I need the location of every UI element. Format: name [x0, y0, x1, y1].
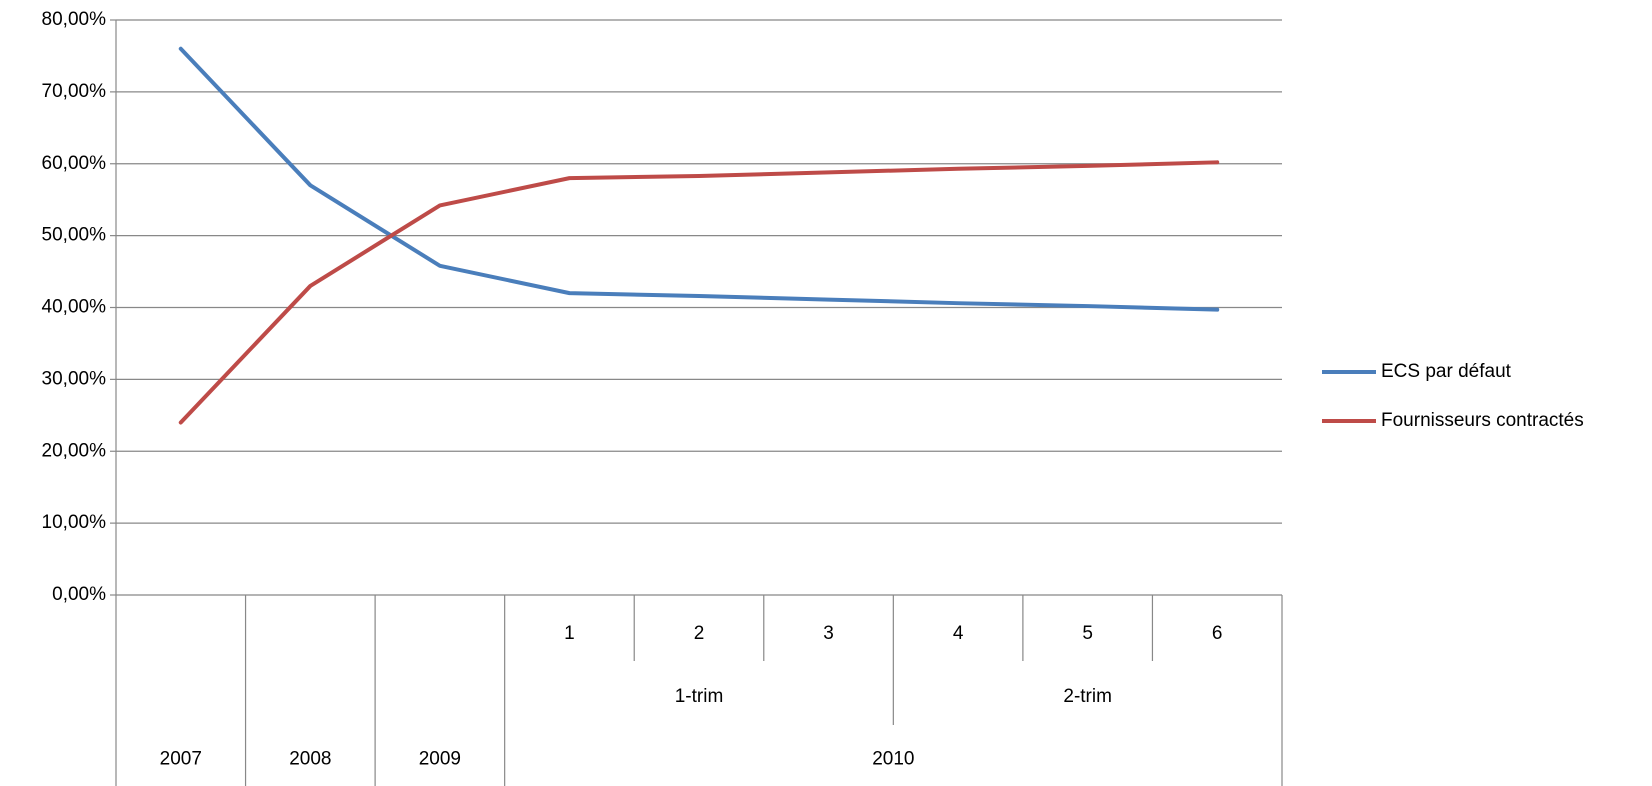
x-tick-label: 1 — [564, 623, 575, 644]
group-label: 2010 — [872, 749, 914, 770]
y-tick-label: 30,00% — [42, 368, 107, 389]
y-tick-label: 10,00% — [42, 512, 107, 533]
x-tick-label: 6 — [1212, 623, 1223, 644]
y-tick-label: 50,00% — [42, 225, 107, 246]
series-line — [178, 46, 1220, 312]
y-tick-label: 60,00% — [42, 153, 107, 174]
y-tick-label: 80,00% — [42, 9, 107, 30]
y-tick-label: 40,00% — [42, 297, 107, 318]
group-label: 2007 — [160, 749, 202, 770]
legend-label: Fournisseurs contractés — [1381, 410, 1584, 431]
y-tick-label: 20,00% — [42, 440, 107, 461]
x-tick-label: 3 — [823, 623, 834, 644]
group-label: 2009 — [419, 749, 461, 770]
group-label: 2008 — [289, 749, 331, 770]
x-tick-label: 4 — [953, 623, 964, 644]
x-tick-label: 5 — [1082, 623, 1093, 644]
x-tick-label: 2 — [694, 623, 705, 644]
y-tick-label: 0,00% — [52, 584, 106, 605]
group-label: 2-trim — [1063, 686, 1112, 707]
series-line — [178, 160, 1220, 425]
group-label: 1-trim — [675, 686, 724, 707]
legend-label: ECS par défaut — [1381, 361, 1512, 382]
y-tick-label: 70,00% — [42, 81, 107, 102]
